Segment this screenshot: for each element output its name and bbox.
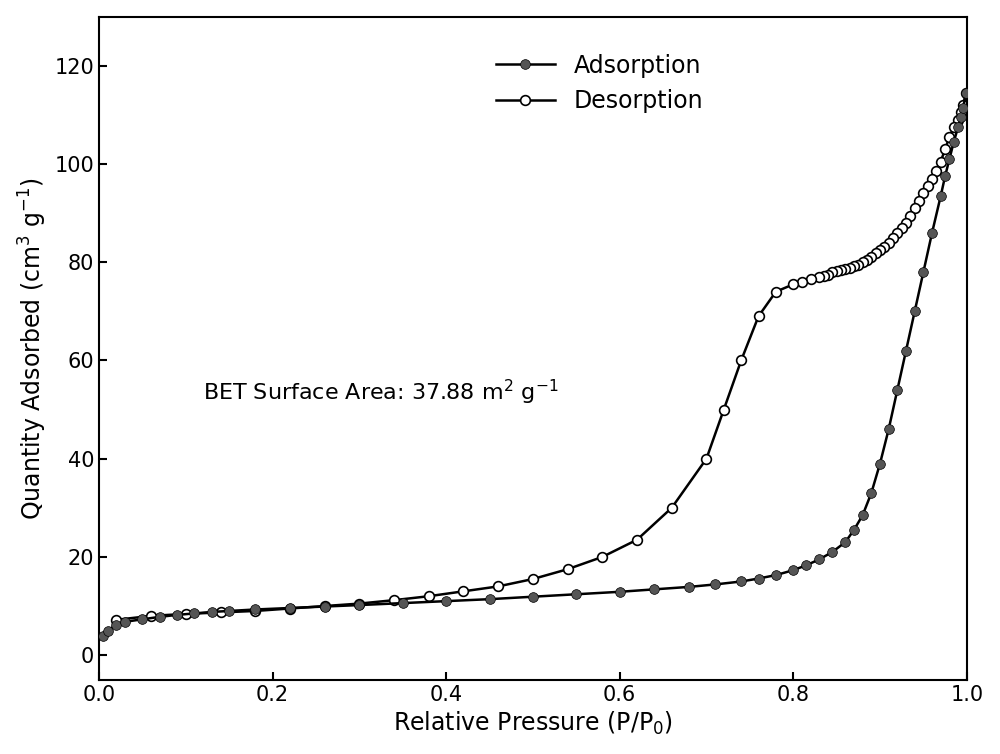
Desorption — [960, 88, 972, 97]
Adsorption — [753, 574, 765, 583]
Legend: Adsorption, Desorption: Adsorption, Desorption — [484, 41, 715, 125]
Desorption — [805, 275, 817, 284]
Adsorption — [397, 599, 409, 608]
Adsorption — [440, 596, 452, 605]
Adsorption — [527, 592, 539, 601]
Adsorption — [119, 618, 131, 627]
Adsorption — [770, 571, 782, 580]
Adsorption — [800, 561, 812, 570]
X-axis label: Relative Pressure (P/P$_0$): Relative Pressure (P/P$_0$) — [393, 710, 673, 737]
Adsorption — [948, 137, 960, 146]
Adsorption — [284, 603, 296, 612]
Adsorption — [826, 547, 838, 556]
Adsorption — [848, 526, 860, 535]
Adsorption — [319, 602, 331, 611]
Adsorption — [171, 610, 183, 619]
Adsorption — [917, 268, 929, 277]
Adsorption — [97, 632, 109, 641]
Adsorption — [102, 626, 114, 635]
Adsorption — [909, 307, 921, 316]
Adsorption — [206, 608, 218, 617]
Adsorption — [952, 123, 964, 132]
Adsorption — [570, 590, 582, 599]
Adsorption — [874, 459, 886, 468]
Adsorption — [136, 615, 148, 624]
Adsorption — [900, 346, 912, 355]
Adsorption — [188, 609, 200, 618]
Desorption — [110, 615, 122, 624]
Adsorption — [614, 587, 626, 596]
Adsorption — [943, 155, 955, 164]
Desorption — [388, 596, 400, 605]
Adsorption — [110, 621, 122, 630]
Adsorption — [960, 88, 972, 97]
Adsorption — [154, 612, 166, 621]
Adsorption — [939, 172, 951, 181]
Y-axis label: Quantity Adsorbed (cm$^3$ g$^{-1}$): Quantity Adsorbed (cm$^3$ g$^{-1}$) — [17, 176, 49, 520]
Adsorption — [891, 385, 903, 394]
Adsorption — [683, 582, 695, 591]
Adsorption — [735, 577, 747, 586]
Desorption — [913, 196, 925, 205]
Line: Desorption: Desorption — [112, 88, 971, 624]
Adsorption — [353, 600, 365, 609]
Adsorption — [883, 425, 895, 434]
Adsorption — [648, 585, 660, 594]
Desorption — [904, 211, 916, 220]
Text: BET Surface Area: 37.88 m$^2$ g$^{-1}$: BET Surface Area: 37.88 m$^2$ g$^{-1}$ — [203, 377, 559, 406]
Adsorption — [249, 605, 261, 614]
Adsorption — [484, 595, 496, 604]
Adsorption — [839, 538, 851, 547]
Adsorption — [813, 555, 825, 564]
Adsorption — [955, 113, 967, 122]
Adsorption — [926, 228, 938, 238]
Desorption — [874, 246, 886, 255]
Adsorption — [935, 192, 947, 201]
Adsorption — [957, 103, 969, 112]
Line: Adsorption: Adsorption — [98, 88, 971, 642]
Desorption — [826, 268, 838, 277]
Adsorption — [223, 606, 235, 615]
Adsorption — [865, 489, 877, 498]
Adsorption — [857, 510, 869, 520]
Adsorption — [787, 566, 799, 575]
Adsorption — [709, 580, 721, 589]
